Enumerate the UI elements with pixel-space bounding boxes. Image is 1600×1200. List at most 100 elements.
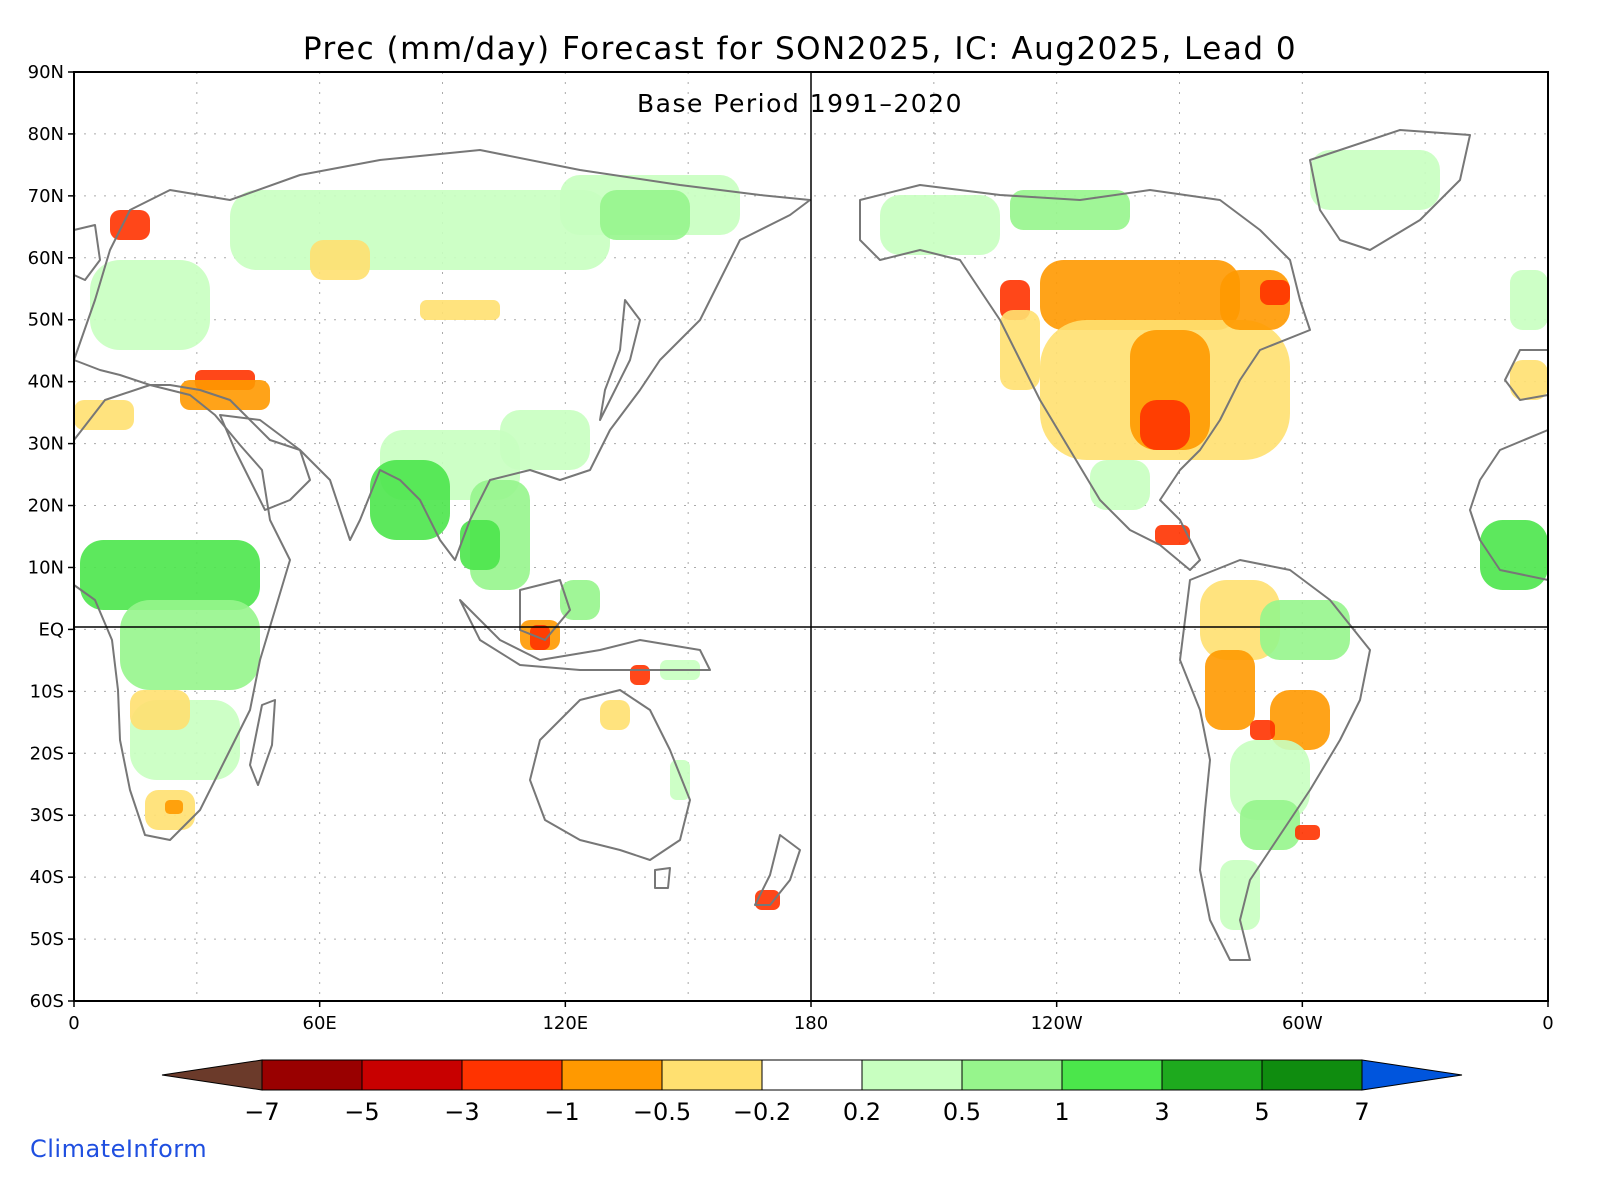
anomaly-patch — [460, 520, 500, 570]
colorbar-box — [761, 1059, 863, 1091]
anomaly-patch — [420, 300, 500, 320]
lat-tick-label: 70N — [28, 186, 64, 207]
lat-tick-label: 60N — [28, 248, 64, 269]
lat-tick-label: 30N — [28, 434, 64, 455]
colorbar-label: −3 — [444, 1098, 479, 1126]
map-subtitle: Base Period 1991–2020 — [637, 89, 963, 118]
anomaly-patch — [1295, 825, 1320, 840]
anomaly-patch — [1510, 270, 1548, 330]
colorbar-label: −0.5 — [633, 1098, 691, 1126]
colorbar-label: 5 — [1254, 1098, 1269, 1126]
anomaly-patch — [755, 890, 780, 910]
anomaly-patch — [1000, 310, 1040, 390]
anomaly-patch — [1250, 720, 1275, 740]
anomaly-patch — [630, 665, 650, 685]
coast-tasmania — [654, 867, 671, 889]
anomaly-patch — [74, 400, 134, 430]
colorbar-label: 0.2 — [843, 1098, 881, 1126]
anomaly-patch — [230, 190, 610, 270]
coast-africa — [73, 384, 291, 841]
coast-greenland — [1309, 129, 1471, 251]
anomaly-patch — [1090, 460, 1150, 510]
colorbar-label: 7 — [1354, 1098, 1369, 1126]
anomaly-patch — [1230, 740, 1310, 820]
anomaly-patch — [1040, 260, 1240, 330]
anomaly-patch — [1240, 800, 1300, 850]
colorbar-box — [661, 1059, 763, 1091]
colorbar-box — [1061, 1059, 1163, 1091]
colorbar-label: 1 — [1054, 1098, 1069, 1126]
anomaly-patch — [500, 410, 590, 470]
lat-tick-label: 10N — [28, 557, 64, 578]
anomaly-patch — [1205, 650, 1255, 730]
anomaly-patch — [1140, 400, 1190, 450]
anomaly-patch — [110, 210, 150, 240]
coast-southamerica — [1179, 559, 1371, 961]
coast-westafrica-east — [1469, 429, 1549, 581]
anomaly-patch — [1480, 520, 1548, 590]
anomaly-patch — [600, 190, 690, 240]
colorbar-right-arrow — [1361, 1059, 1463, 1091]
colorbar-label: −5 — [344, 1098, 379, 1126]
anomaly-patch — [1010, 190, 1130, 230]
coast-newzealand — [754, 834, 801, 906]
colorbar-label: −0.2 — [733, 1098, 791, 1126]
coastlines — [73, 129, 1549, 961]
anomaly-patch — [120, 600, 260, 690]
lat-tick-label: 10S — [30, 681, 64, 702]
anomaly-patch — [1220, 860, 1260, 930]
map-panel: Base Period 1991–2020 — [73, 71, 1549, 1002]
anomaly-patch — [80, 540, 260, 610]
lat-tick-label: EQ — [38, 619, 64, 640]
anomaly-patch — [1260, 600, 1350, 660]
lon-tick-label: 120W — [1031, 1013, 1083, 1034]
coast-madagascar — [249, 699, 276, 786]
colorbar-label: 3 — [1154, 1098, 1169, 1126]
coast-borneo — [519, 579, 571, 641]
lon-tick-label: 0 — [68, 1013, 79, 1034]
lat-tick-label: 60S — [30, 991, 64, 1012]
colorbar-box — [461, 1059, 563, 1091]
anomaly-patch — [1260, 280, 1290, 305]
anomaly-patch — [165, 800, 183, 814]
lat-tick-label: 20N — [28, 496, 64, 517]
coast-japan — [599, 299, 641, 421]
lon-tick-label: 60W — [1282, 1013, 1323, 1034]
colorbar-box — [861, 1059, 963, 1091]
anomaly-patch — [1270, 690, 1330, 750]
anomaly-patch — [880, 195, 1000, 255]
lon-tick-label: 0 — [1542, 1013, 1553, 1034]
colorbar-box — [1261, 1059, 1363, 1091]
colorbar-box — [561, 1059, 663, 1091]
coast-australia — [529, 689, 691, 861]
lon-tick-label: 120E — [542, 1013, 588, 1034]
colorbar-label: 0.5 — [943, 1098, 981, 1126]
colorbar-box — [361, 1059, 463, 1091]
colorbar-label: −7 — [244, 1098, 279, 1126]
lat-tick-label: 40S — [30, 867, 64, 888]
colorbar-box — [261, 1059, 363, 1091]
longitude-axis: 0 60E 120E 180 120W 60W 0 — [68, 1001, 1554, 1034]
lat-tick-label: 50S — [30, 929, 64, 950]
coast-iberia-east — [1504, 349, 1549, 401]
lat-tick-label: 90N — [28, 62, 64, 83]
lon-tick-label: 180 — [794, 1013, 828, 1034]
map-title: Prec (mm/day) Forecast for SON2025, IC: … — [303, 31, 1297, 67]
lat-tick-label: 20S — [30, 743, 64, 764]
colorbar-label: −1 — [544, 1098, 579, 1126]
colorbar: −7 −5 −3 −1 −0.5 −0.2 0.2 0.5 1 3 5 7 — [161, 1059, 1463, 1126]
anomaly-patch — [1310, 150, 1440, 210]
coast-northamerica — [859, 184, 1311, 571]
anomaly-patch — [310, 240, 370, 280]
anomaly-patch — [1155, 525, 1190, 545]
credit-label: ClimateInform — [30, 1135, 208, 1163]
anomaly-patch — [90, 260, 210, 350]
anomaly-patch — [1510, 360, 1548, 400]
colorbar-left-arrow — [161, 1059, 263, 1091]
lat-tick-label: 40N — [28, 372, 64, 393]
coast-indonesia — [459, 599, 711, 671]
colorbar-box — [961, 1059, 1063, 1091]
lat-tick-label: 30S — [30, 805, 64, 826]
anomaly-patch — [180, 380, 270, 410]
